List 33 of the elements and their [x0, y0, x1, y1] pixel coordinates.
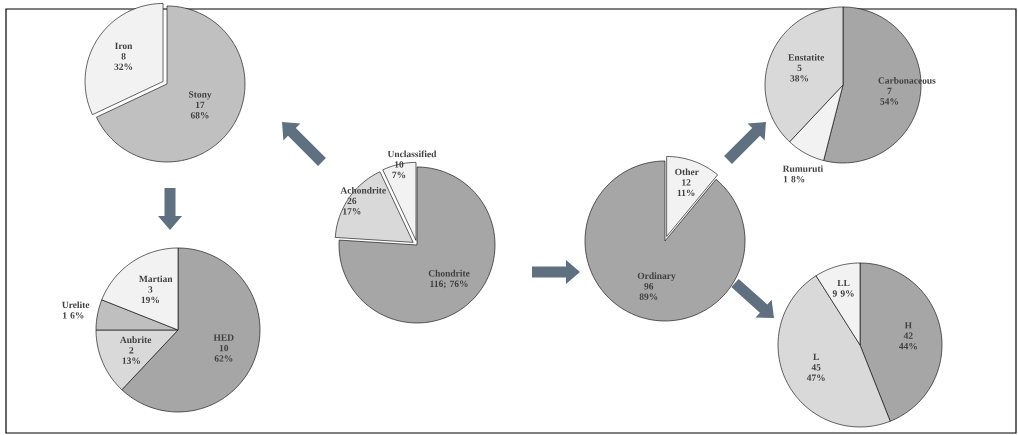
data-label: 7 54%: [880, 87, 899, 105]
data-label: 3 19%: [141, 286, 159, 304]
slice-label: Achondrite: [340, 186, 386, 194]
slice-label: Enstatite: [788, 53, 825, 61]
slice-label: Aubrite: [119, 336, 152, 344]
data-label: 17 68%: [190, 101, 209, 119]
slice-label: Unclassified: [387, 150, 437, 158]
data-label: 1 8%: [783, 175, 805, 183]
slice-label: HED: [213, 334, 234, 341]
data-label: 12 11%: [677, 179, 695, 197]
data-label: 116; 76%: [430, 280, 468, 289]
data-label: 8 32%: [114, 53, 133, 71]
data-label: 10 62%: [214, 344, 233, 362]
slice-label: Chondrite: [428, 269, 470, 277]
slice-label: Stony: [188, 91, 212, 100]
data-label: 2 13%: [122, 347, 140, 364]
data-label: 42 44%: [899, 332, 917, 350]
slice-label: Ordinary: [637, 272, 676, 281]
slice-label: LL: [837, 279, 850, 287]
data-label: 1 6%: [63, 312, 84, 319]
data-label: 9 9%: [832, 290, 854, 297]
slice-label: Urelite: [62, 301, 90, 309]
slice-label: Martian: [139, 275, 173, 283]
slice-label: Rumuruti: [782, 165, 824, 172]
slice-label: Iron: [115, 42, 133, 50]
slice-label: Other: [675, 168, 699, 176]
slice-label: L: [813, 353, 819, 360]
data-label: 10 7%: [392, 161, 406, 179]
data-label: 5 38%: [790, 64, 809, 82]
data-label: 96 89%: [639, 283, 658, 300]
slice-label: H: [904, 322, 912, 329]
data-label: 26 17%: [343, 197, 361, 215]
data-label: 45 47%: [806, 364, 825, 381]
